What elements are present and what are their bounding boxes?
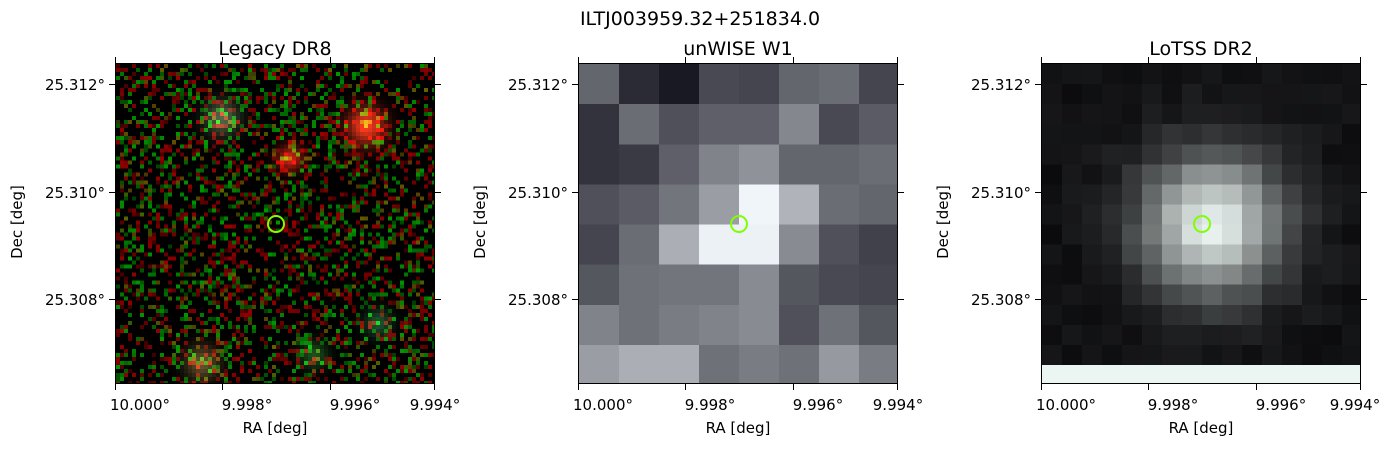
y-tick-mark: [572, 192, 578, 193]
y-tick-mark: [1361, 84, 1367, 85]
x-tick-mark: [115, 384, 116, 390]
x-tick-mark: [685, 384, 686, 390]
x-tick-mark: [115, 57, 116, 63]
x-tick-mark: [793, 57, 794, 63]
x-tick-label: 10.000°: [1036, 396, 1096, 414]
panel-title-lotss: LoTSS DR2: [1149, 38, 1253, 60]
x-tick-label: 10.000°: [110, 396, 170, 414]
y-tick-mark: [572, 84, 578, 85]
y-tick-label: 25.310°: [45, 184, 105, 202]
x-tick-label: 9.994°: [409, 396, 461, 414]
y-tick-mark: [1035, 192, 1041, 193]
x-tick-mark: [222, 57, 223, 63]
x-tick-mark: [1360, 57, 1361, 63]
x-tick-label: 9.996°: [1255, 396, 1307, 414]
x-tick-mark: [897, 384, 898, 390]
x-tick-mark: [1148, 57, 1149, 63]
x-tick-mark: [434, 384, 435, 390]
x-tick-mark: [1360, 384, 1361, 390]
x-axis-title: RA [deg]: [242, 419, 308, 437]
y-axis-title: Dec [deg]: [934, 185, 952, 259]
x-tick-label: 9.994°: [872, 396, 924, 414]
y-tick-label: 25.310°: [508, 184, 568, 202]
x-axis-title: RA [deg]: [1168, 419, 1234, 437]
lotss-dr2-image: [1041, 63, 1361, 384]
y-tick-mark: [109, 84, 115, 85]
y-tick-mark: [572, 299, 578, 300]
x-tick-mark: [1041, 57, 1042, 63]
y-tick-label: 25.312°: [45, 76, 105, 94]
x-tick-mark: [434, 57, 435, 63]
x-tick-mark: [1256, 57, 1257, 63]
panel-title-unwise: unWISE W1: [683, 38, 793, 60]
y-tick-mark: [1361, 299, 1367, 300]
y-tick-mark: [1035, 84, 1041, 85]
x-tick-mark: [897, 57, 898, 63]
source-marker-circle: [730, 215, 748, 233]
x-tick-mark: [330, 57, 331, 63]
y-tick-mark: [109, 192, 115, 193]
y-tick-mark: [898, 299, 904, 300]
y-tick-label: 25.308°: [971, 291, 1031, 309]
y-tick-label: 25.312°: [508, 76, 568, 94]
figure-title: ILTJ003959.32+251834.0: [579, 8, 821, 30]
legacy-dr8-image: [115, 63, 435, 384]
y-tick-label: 25.312°: [971, 76, 1031, 94]
y-tick-mark: [109, 299, 115, 300]
x-tick-label: 9.996°: [792, 396, 844, 414]
x-tick-mark: [793, 384, 794, 390]
source-marker-circle: [267, 215, 285, 233]
x-tick-label: 9.998°: [684, 396, 736, 414]
panel-title-legacy: Legacy DR8: [218, 38, 332, 60]
y-axis-title: Dec [deg]: [8, 185, 26, 259]
x-tick-mark: [1148, 384, 1149, 390]
y-tick-mark: [435, 299, 441, 300]
x-tick-label: 9.998°: [1147, 396, 1199, 414]
x-tick-label: 9.996°: [329, 396, 381, 414]
x-tick-mark: [685, 57, 686, 63]
y-tick-mark: [1361, 192, 1367, 193]
y-tick-label: 25.310°: [971, 184, 1031, 202]
x-tick-mark: [1256, 384, 1257, 390]
x-tick-label: 9.994°: [1329, 396, 1381, 414]
x-tick-label: 9.998°: [221, 396, 273, 414]
unwise-w1-image: [578, 63, 898, 384]
y-tick-mark: [1035, 299, 1041, 300]
y-tick-mark: [898, 192, 904, 193]
y-tick-mark: [898, 84, 904, 85]
x-tick-mark: [578, 57, 579, 63]
y-tick-mark: [435, 192, 441, 193]
x-tick-mark: [330, 384, 331, 390]
x-axis-title: RA [deg]: [705, 419, 771, 437]
source-marker-circle: [1193, 215, 1211, 233]
y-tick-label: 25.308°: [508, 291, 568, 309]
y-tick-label: 25.308°: [45, 291, 105, 309]
x-tick-mark: [1041, 384, 1042, 390]
x-tick-label: 10.000°: [573, 396, 633, 414]
y-tick-mark: [435, 84, 441, 85]
x-tick-mark: [222, 384, 223, 390]
x-tick-mark: [578, 384, 579, 390]
y-axis-title: Dec [deg]: [471, 185, 489, 259]
